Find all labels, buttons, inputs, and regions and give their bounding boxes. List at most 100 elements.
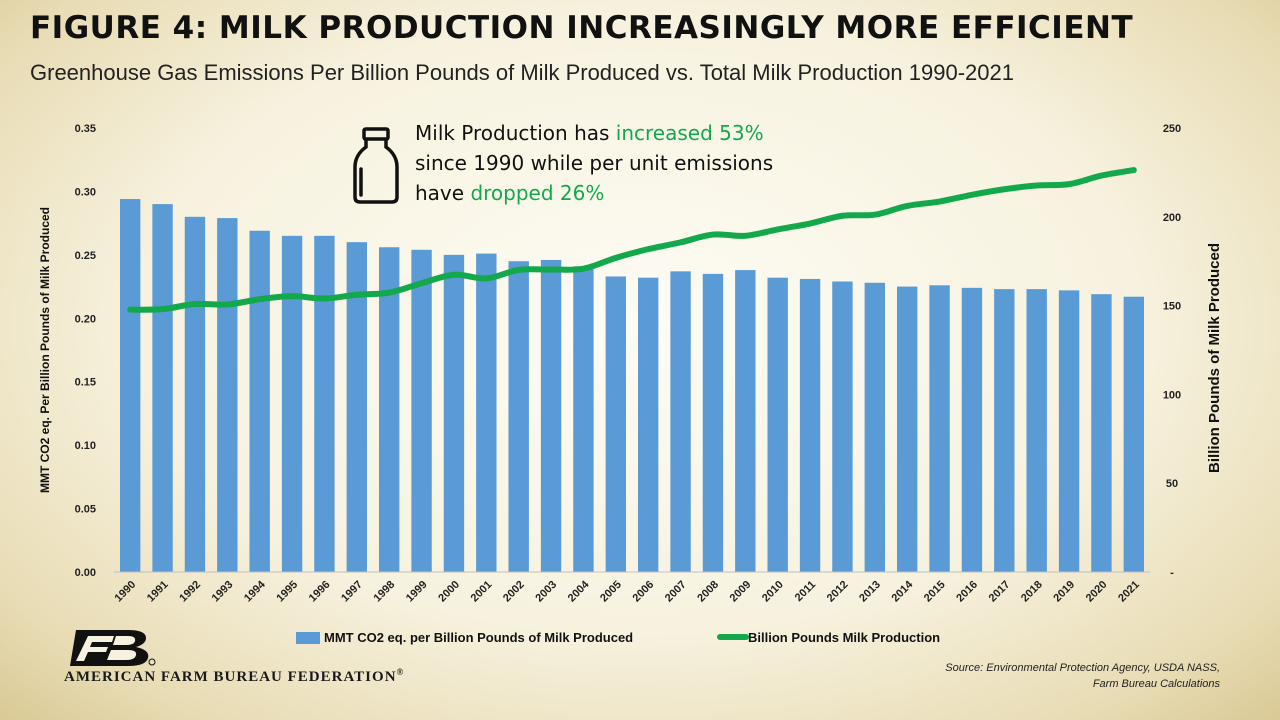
annotation-highlight-decrease: dropped 26%: [470, 181, 605, 205]
fb-logo-icon: [70, 630, 156, 666]
bar-2019: [1058, 290, 1080, 572]
source-note: Source: Environmental Protection Agency,…: [945, 660, 1220, 692]
bar-1990: [119, 199, 141, 573]
x-tick-label: 1997: [339, 579, 365, 605]
x-tick-label: 2009: [728, 579, 754, 605]
bar-2000: [443, 254, 465, 572]
bar-2005: [605, 276, 627, 572]
source-line-2: Farm Bureau Calculations: [1092, 678, 1220, 690]
x-tick-label: 2004: [566, 578, 592, 604]
x-tick-label: 2013: [857, 579, 883, 605]
x-tick-label: 2018: [1019, 579, 1045, 605]
x-tick-label: 2008: [695, 579, 721, 605]
x-tick-label: 2017: [987, 579, 1013, 605]
x-tick-label: 2005: [598, 579, 624, 605]
bar-2021: [1123, 296, 1145, 572]
bar-2007: [670, 271, 691, 572]
y-left-axis-title: MMT CO2 eq. Per Billion Pounds of Milk P…: [38, 207, 52, 493]
milk-bottle-icon: [353, 127, 399, 204]
bar-2012: [832, 281, 853, 572]
logo-text: AMERICAN FARM BUREAU FEDERATION®: [64, 667, 404, 686]
annotation-line-3: have dropped 26%: [415, 178, 773, 208]
x-tick-label: 1992: [177, 579, 203, 605]
y-right-tick-label: 100: [1163, 389, 1181, 401]
x-tick-label: 2012: [825, 579, 851, 605]
bar-2002: [508, 261, 529, 572]
x-tick-label: 1996: [307, 579, 333, 605]
bar-2015: [929, 285, 950, 572]
x-tick-label: 1998: [372, 579, 398, 605]
x-tick-label: 1999: [404, 579, 430, 605]
y-left-tick-label: 0.25: [75, 250, 96, 262]
y-left-tick-label: 0.35: [75, 123, 96, 135]
annotation-part1: Milk Production has: [415, 121, 616, 145]
y-left-tick-label: 0.00: [75, 567, 96, 579]
x-tick-label: 2016: [954, 579, 980, 605]
x-tick-label: 2019: [1051, 579, 1077, 605]
x-tick-label: 2000: [436, 579, 462, 605]
y-right-tick-label: 150: [1163, 301, 1181, 313]
bar-1992: [184, 216, 206, 573]
x-tick-label: 1995: [274, 579, 300, 605]
bar-2009: [735, 270, 756, 572]
bar-2016: [961, 287, 983, 572]
logo-registered-mark: ®: [396, 667, 405, 677]
bar-2014: [896, 286, 918, 572]
annotation-text: Milk Production has increased 53% since …: [415, 118, 773, 208]
x-tick-label: 2003: [533, 579, 559, 605]
x-tick-label: 2021: [1116, 579, 1142, 605]
bar-1997: [346, 242, 368, 572]
bar-2013: [864, 282, 886, 572]
series-line-milk-production: [127, 167, 1137, 313]
x-tick-label: 2014: [890, 578, 916, 604]
bar-2004: [573, 266, 594, 572]
legend-label-bars: MMT CO2 eq. per Billion Pounds of Milk P…: [324, 630, 633, 645]
bar-1998: [378, 247, 400, 572]
y-right-axis-title: Billion Pounds of Milk Produced: [1206, 243, 1223, 473]
bar-2011: [799, 278, 821, 572]
bar-2018: [1026, 289, 1047, 572]
y-left-tick-label: 0.20: [75, 313, 96, 325]
x-tick-label: 1990: [113, 579, 139, 605]
bar-2020: [1091, 294, 1112, 572]
y-right-tick-label: 250: [1163, 123, 1181, 135]
x-tick-label: 1994: [242, 578, 268, 604]
x-tick-label: 2001: [469, 579, 495, 605]
y-right-tick-label: 200: [1163, 212, 1181, 224]
x-tick-label: 2011: [793, 579, 818, 604]
annotation-line-2: since 1990 while per unit emissions: [415, 151, 774, 175]
y-right-tick-label: -: [1170, 567, 1174, 579]
bar-2017: [994, 289, 1015, 572]
x-tick-label: 2010: [760, 579, 786, 605]
bar-1994: [249, 230, 270, 573]
x-tick-label: 2007: [663, 579, 689, 605]
bar-2006: [637, 277, 659, 572]
y-left-tick-label: 0.05: [75, 504, 96, 516]
bar-2008: [702, 273, 724, 572]
x-tick-label: 1991: [145, 579, 171, 605]
x-tick-label: 2015: [922, 579, 948, 605]
bar-1996: [314, 235, 335, 573]
legend-label-line: Billion Pounds Milk Production: [748, 630, 940, 645]
x-tick-label: 1993: [210, 579, 236, 605]
y-right-tick-label: 50: [1166, 478, 1178, 490]
x-tick-label: 2020: [1084, 579, 1110, 605]
bar-1993: [217, 218, 238, 572]
bar-2010: [767, 277, 788, 572]
chart-title: FIGURE 4: MILK PRODUCTION INCREASINGLY M…: [30, 10, 1134, 46]
bar-2001: [476, 253, 497, 573]
bar-1999: [411, 249, 432, 573]
annotation-line-1: Milk Production has increased 53%: [415, 118, 773, 148]
logo-name: AMERICAN FARM BUREAU FEDERATION: [64, 669, 397, 685]
y-left-tick-label: 0.15: [75, 377, 96, 389]
y-left-tick-label: 0.10: [75, 440, 96, 452]
x-tick-label: 2002: [501, 579, 527, 605]
annotation-highlight-increase: increased 53%: [615, 121, 764, 145]
legend-swatch-bars: [296, 632, 320, 644]
bar-2003: [540, 259, 562, 572]
annotation-part3: have: [415, 181, 471, 205]
chart-subtitle: Greenhouse Gas Emissions Per Billion Pou…: [30, 60, 1014, 85]
x-tick-label: 2006: [631, 579, 657, 605]
y-left-tick-label: 0.30: [75, 186, 96, 198]
